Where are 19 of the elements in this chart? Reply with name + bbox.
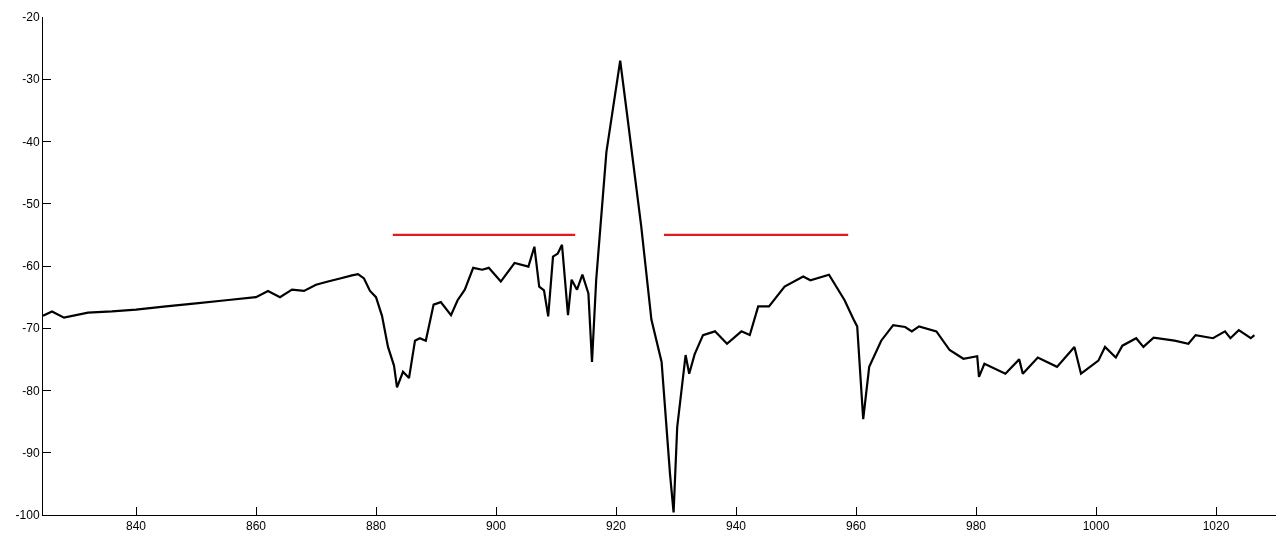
x-tick-label: 920 [605,519,627,534]
y-tick-label: -40 [22,134,40,149]
x-tick-label: 940 [725,519,747,534]
x-tick-label: 840 [125,519,147,534]
y-tick-label: -90 [22,445,40,460]
x-tick-label: 860 [245,519,267,534]
y-tick-label: -70 [22,321,40,336]
x-tick-label: 1000 [1082,519,1110,534]
x-tick-label: 960 [845,519,867,534]
y-tick-label: -100 [15,508,40,523]
y-tick-label: -60 [22,259,40,274]
x-tick-label: 1020 [1202,519,1230,534]
y-tick-label: -80 [22,383,40,398]
y-tick-label: -50 [22,196,40,211]
y-tick-label: -30 [22,72,40,87]
y-tick-label: -20 [22,10,40,25]
x-tick-label: 900 [485,519,507,534]
x-tick-label: 880 [365,519,387,534]
x-tick-label: 980 [965,519,987,534]
